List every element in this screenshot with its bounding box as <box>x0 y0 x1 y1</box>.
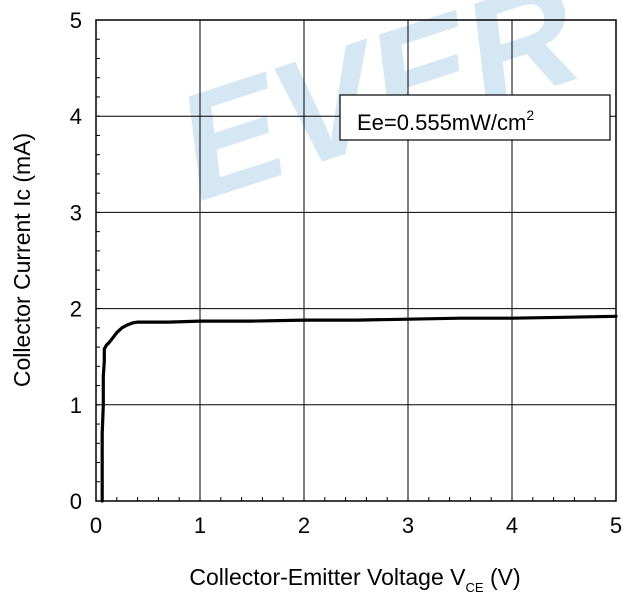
plot-frame <box>95 19 617 502</box>
x-axis-title-suffix: (V) <box>484 564 521 590</box>
y-tick-label: 2 <box>70 297 82 322</box>
legend-superscript: 2 <box>526 107 534 123</box>
x-tick-label: 0 <box>90 513 102 538</box>
y-tick-label: 5 <box>70 8 82 33</box>
x-axis-title-subscript: CE <box>466 580 484 595</box>
series-line <box>100 314 618 503</box>
y-axis-title: Collector Current Ic (mA) <box>9 133 35 387</box>
x-tick-label: 4 <box>506 513 518 538</box>
y-tick-label: 3 <box>70 200 82 225</box>
x-tick-label: 1 <box>194 513 206 538</box>
x-tick-labels: 0 1 2 3 4 5 <box>90 513 622 538</box>
y-tick-label: 0 <box>70 489 82 514</box>
x-axis-title: Collector-Emitter Voltage VCE (V) <box>189 564 520 595</box>
legend-text: Ee=0.555mW/cm2 <box>357 107 534 135</box>
x-tick-label: 3 <box>402 513 414 538</box>
x-tick-label: 2 <box>298 513 310 538</box>
x-tick-label: 5 <box>610 513 622 538</box>
legend-box: Ee=0.555mW/cm2 <box>339 94 611 141</box>
y-tick-label: 4 <box>70 104 82 129</box>
y-tick-labels: 0 1 2 3 4 5 <box>70 8 82 514</box>
y-tick-label: 1 <box>70 393 82 418</box>
